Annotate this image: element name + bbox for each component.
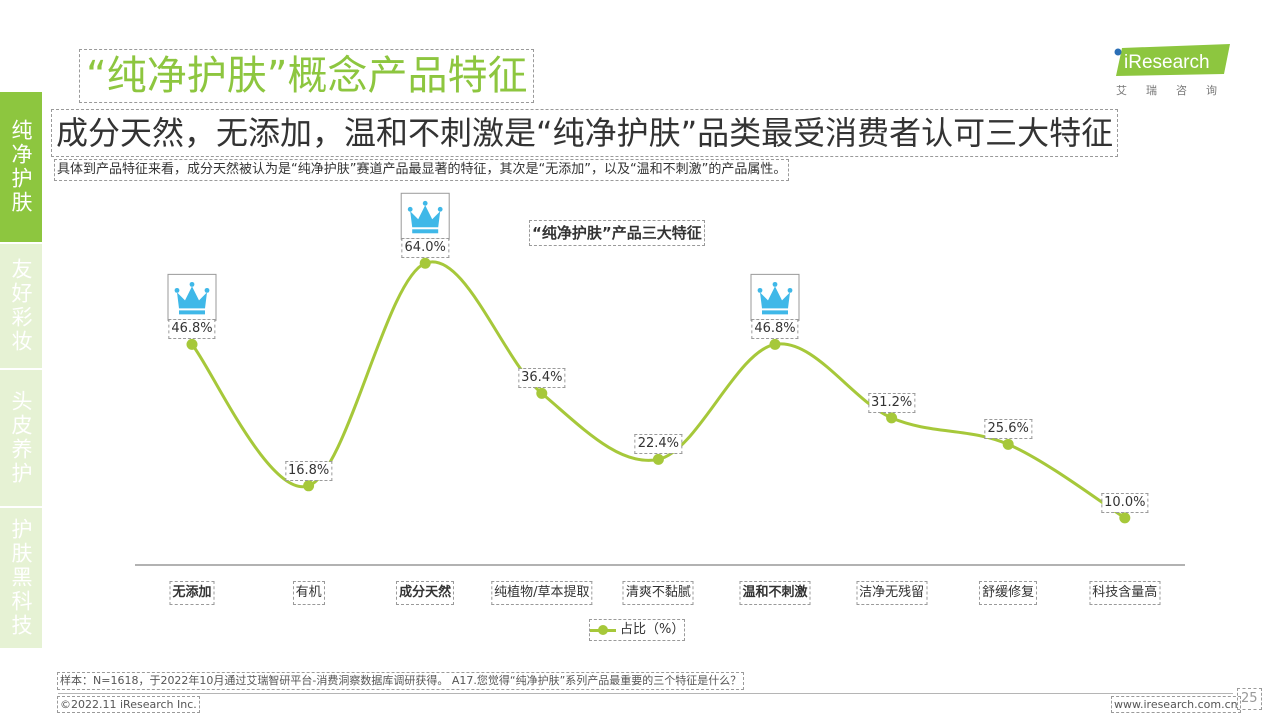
- copyright: ©2022.11 iResearch Inc.: [57, 696, 200, 713]
- data-value-label: 31.2%: [867, 392, 916, 413]
- data-point: [419, 257, 431, 269]
- logo-dot: [1114, 48, 1122, 56]
- logo-subtitle: 艾瑞咨询: [1116, 84, 1236, 97]
- data-point: [652, 453, 664, 465]
- headline: 成分天然，无添加，温和不刺激是“纯净护肤”品类最受消费者认可三大特征: [50, 109, 1119, 157]
- legend-label: 占比（%）: [620, 622, 685, 637]
- data-point: [303, 480, 315, 492]
- x-tick-label: 纯植物/草本提取: [491, 581, 593, 605]
- data-points: [186, 257, 1131, 524]
- x-tick-label: 成分天然: [396, 581, 455, 605]
- x-tick-label: 清爽不黏腻: [622, 581, 694, 605]
- data-point: [886, 412, 898, 424]
- website-link[interactable]: www.iresearch.com.cn: [1111, 696, 1241, 713]
- page-title: “纯净护肤”概念产品特征: [78, 49, 535, 103]
- footer-divider: [58, 693, 1233, 694]
- x-tick-label: 科技含量高: [1089, 581, 1161, 605]
- data-value-label: 46.8%: [751, 319, 799, 340]
- data-point: [1119, 512, 1131, 524]
- sidebar-item-label: 头皮养护: [9, 390, 33, 486]
- data-point: [536, 387, 548, 399]
- subheading: 具体到产品特征来看，成分天然被认为是“纯净护肤”赛道产品最显著的特征，其次是“无…: [53, 159, 790, 181]
- data-value-label: 46.8%: [168, 319, 216, 340]
- sidebar-item-pure-skincare[interactable]: 纯净护肤: [0, 92, 42, 242]
- legend-marker: [590, 624, 616, 636]
- data-value-label: 16.8%: [284, 460, 333, 481]
- crown-icon: [750, 273, 800, 321]
- x-tick-label: 洁净无残留: [856, 581, 928, 605]
- sidebar-item-skincare-tech[interactable]: 护肤黑科技: [0, 508, 42, 648]
- data-value-label: 64.0%: [401, 238, 449, 259]
- iresearch-logo: iResearch 艾瑞咨询: [1112, 42, 1232, 100]
- data-value-label: 36.4%: [518, 368, 566, 389]
- logo-badge-shape: [1116, 44, 1230, 76]
- x-tick-label: 无添加: [169, 581, 215, 605]
- sample-note: 样本：N=1618，于2022年10月通过艾瑞智研平台-消费洞察数据库调研获得。…: [56, 672, 745, 690]
- highlight-icons: [167, 192, 800, 321]
- data-value-label: 22.4%: [634, 434, 683, 455]
- data-value-label: 25.6%: [984, 419, 1032, 440]
- chart-legend: 占比（%）: [588, 619, 686, 641]
- data-point: [1002, 438, 1014, 450]
- chart-title: “纯净护肤”产品三大特征: [529, 220, 705, 246]
- page-number: 25: [1237, 688, 1262, 710]
- sidebar-item-label: 友好彩妆: [9, 258, 33, 354]
- sidebar-item-friendly-makeup[interactable]: 友好彩妆: [0, 244, 42, 368]
- data-value-label: 10.0%: [1101, 492, 1149, 513]
- logo-badge: iResearch: [1114, 44, 1230, 76]
- crown-icon: [167, 273, 217, 321]
- crown-icon: [400, 192, 450, 240]
- logo-brand-text: iResearch: [1124, 52, 1210, 73]
- x-tick-label: 舒缓修复: [979, 581, 1038, 605]
- x-tick-label: 有机: [292, 581, 325, 605]
- sidebar-nav: 纯净护肤 友好彩妆 头皮养护 护肤黑科技: [0, 92, 42, 648]
- series-line: [190, 260, 1126, 520]
- sidebar-item-label: 纯净护肤: [9, 119, 33, 215]
- sidebar-item-label: 护肤黑科技: [9, 518, 33, 638]
- x-tick-label: 温和不刺激: [739, 581, 811, 605]
- data-point: [769, 338, 781, 350]
- sidebar-item-scalp-care[interactable]: 头皮养护: [0, 370, 42, 506]
- data-point: [186, 338, 198, 350]
